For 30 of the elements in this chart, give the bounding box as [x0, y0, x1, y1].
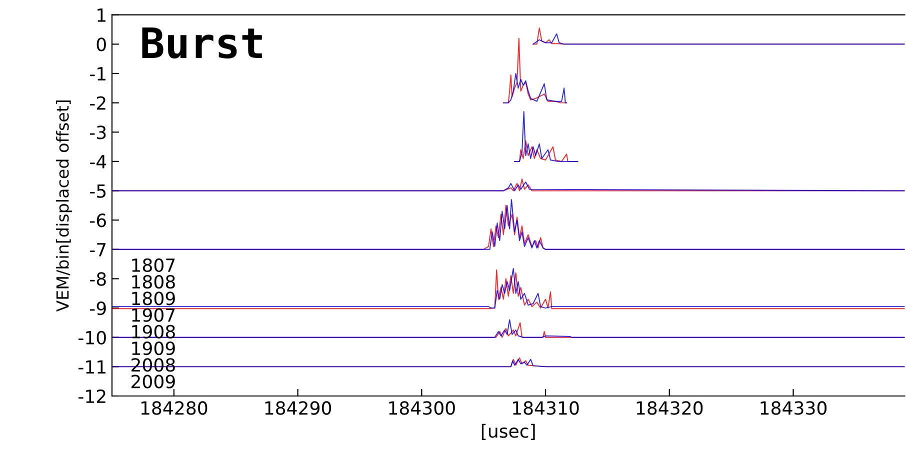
y-tick-label: 0	[96, 38, 106, 52]
chart-title: Burst	[142, 28, 262, 59]
y-tick-label: -5	[90, 184, 106, 198]
x-tick-label: 184330	[760, 401, 827, 415]
annotation: 1908	[132, 324, 175, 338]
x-tick-label: 184310	[513, 401, 579, 415]
x-tick-label: 184290	[265, 401, 332, 415]
x-tick-label: 184320	[636, 401, 703, 415]
y-tick-label: -6	[90, 214, 106, 228]
y-tick-label: -8	[90, 272, 106, 286]
annotation: 1907	[132, 308, 175, 322]
y-tick-label: -1	[90, 67, 106, 80]
y-tick-label: -2	[90, 96, 106, 110]
y-tick-label: -9	[90, 302, 106, 316]
annotation: 1909	[132, 341, 175, 356]
y-tick-label: -12	[78, 389, 106, 403]
y-axis-title: VEM/bin[displaced offset]	[56, 100, 72, 312]
x-tick-label: 184280	[141, 401, 208, 415]
y-tick-label: -11	[78, 360, 106, 374]
x-axis-title: [usec]	[482, 424, 535, 440]
y-tick-label: -4	[90, 155, 106, 168]
annotation: 1807	[132, 258, 175, 272]
y-tick-label: -10	[78, 330, 106, 344]
y-tick-label: -3	[90, 126, 106, 140]
x-tick-label: 184300	[389, 401, 455, 415]
annotation: 1808	[132, 274, 175, 289]
y-tick-label: -7	[90, 243, 106, 256]
annotation: 1809	[132, 292, 175, 306]
y-tick-label: 1	[98, 8, 106, 22]
annotation: 2009	[132, 374, 175, 388]
